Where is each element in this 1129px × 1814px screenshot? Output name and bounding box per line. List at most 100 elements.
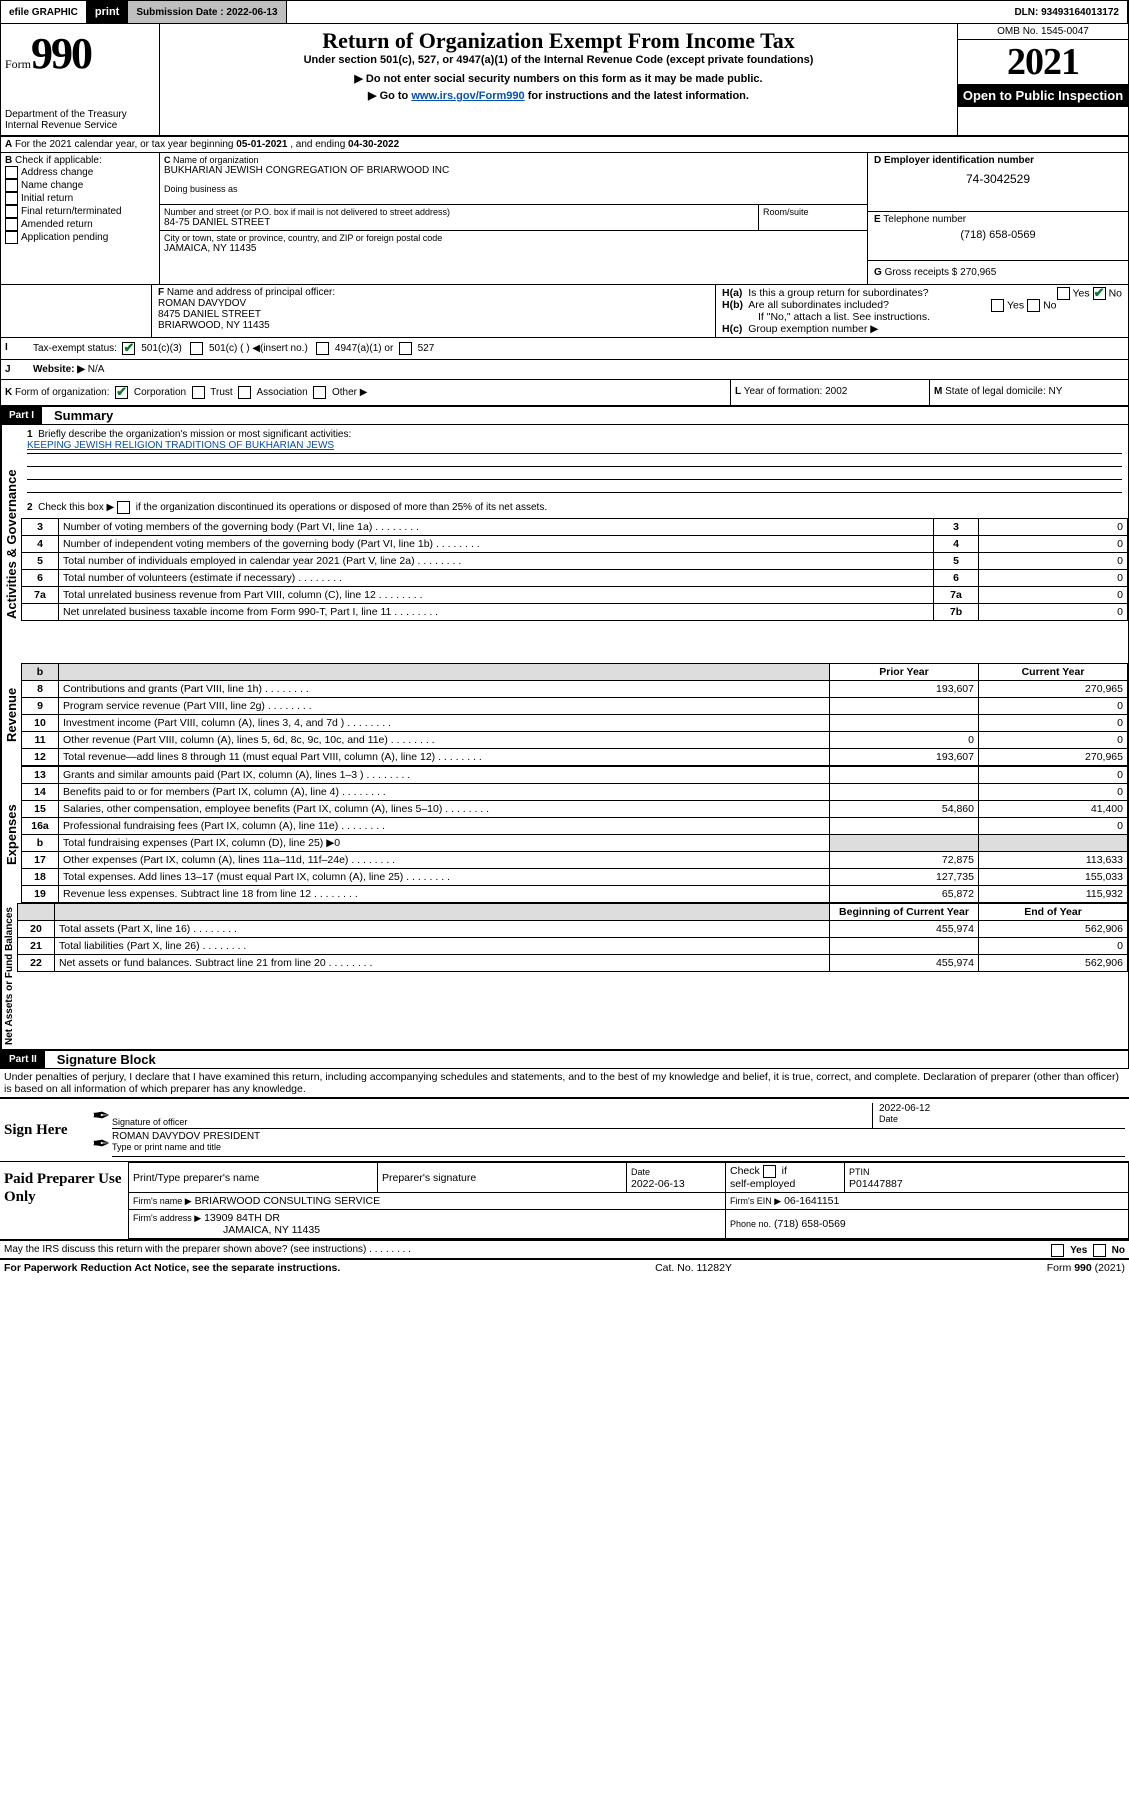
firm-name-l: Firm's name ▶	[133, 1196, 192, 1206]
section-j: J Website: ▶ N/A	[0, 360, 1129, 380]
chk-initial[interactable]	[5, 192, 18, 205]
chk-discontinued[interactable]	[117, 501, 130, 514]
ha-no[interactable]	[1093, 287, 1106, 300]
hb-no[interactable]	[1027, 299, 1040, 312]
hb-yes[interactable]	[991, 299, 1004, 312]
sig-officer-label: Signature of officer	[112, 1103, 873, 1129]
i-c4: 527	[418, 343, 435, 354]
col-py: Prior Year	[830, 664, 979, 681]
section-b: B Check if applicable: Address change Na…	[1, 153, 160, 284]
officer-name: ROMAN DAVYDOV	[158, 298, 709, 309]
chk-amended[interactable]	[5, 218, 18, 231]
mission-text[interactable]: KEEPING JEWISH RELIGION TRADITIONS OF BU…	[27, 440, 334, 451]
year-begin: 05-01-2021	[236, 139, 287, 150]
line-a: A For the 2021 calendar year, or tax yea…	[0, 137, 1129, 152]
may-yes[interactable]	[1051, 1244, 1064, 1257]
year-end: 04-30-2022	[348, 139, 399, 150]
no-text: No	[1109, 287, 1122, 299]
k-assoc: Association	[257, 387, 308, 398]
chk-501c3[interactable]	[122, 342, 135, 355]
part1-label: Part I	[1, 407, 42, 424]
may-text: May the IRS discuss this return with the…	[4, 1244, 366, 1255]
opt-pending: Application pending	[21, 232, 108, 243]
hc-label: Group exemption number ▶	[748, 323, 878, 335]
chk-trust[interactable]	[192, 386, 205, 399]
submission-label: Submission Date :	[136, 7, 223, 18]
footer-right: Form 990 (2021)	[1047, 1262, 1125, 1274]
chk-pending[interactable]	[5, 231, 18, 244]
l-label: Year of formation:	[744, 386, 823, 397]
website: N/A	[88, 364, 105, 375]
officer-addr2: BRIARWOOD, NY 11435	[158, 320, 709, 331]
header-mid: Return of Organization Exempt From Incom…	[160, 24, 957, 135]
h-self: Check ifself-employed	[730, 1165, 795, 1190]
opt-amended: Amended return	[21, 219, 93, 230]
m-label: State of legal domicile:	[945, 386, 1046, 397]
paid-label: Paid Preparer Use Only	[0, 1162, 128, 1239]
chk-501c[interactable]	[190, 342, 203, 355]
part2-label: Part II	[1, 1051, 45, 1068]
chk-address[interactable]	[5, 166, 18, 179]
submission-date: 2022-06-13	[226, 7, 277, 18]
opt-name: Name change	[21, 180, 83, 191]
open-public: Open to Public Inspection	[958, 84, 1128, 107]
chk-corp[interactable]	[115, 386, 128, 399]
tax-year: 2021	[958, 40, 1128, 84]
net-table: Beginning of Current Year End of Year 20…	[17, 903, 1128, 972]
chk-final[interactable]	[5, 205, 18, 218]
hb-label: Are all subordinates included?	[748, 299, 889, 311]
ha-yes[interactable]	[1057, 287, 1070, 300]
header-right: OMB No. 1545-0047 2021 Open to Public In…	[957, 24, 1128, 135]
firm-name: BRIARWOOD CONSULTING SERVICE	[195, 1195, 381, 1207]
org-address: 84-75 DANIEL STREET	[164, 217, 754, 228]
yes-text: Yes	[1073, 287, 1090, 299]
form-sub1: Under section 501(c), 527, or 4947(a)(1)…	[164, 54, 953, 66]
revenue-table: b Prior Year Current Year 8Contributions…	[21, 663, 1128, 766]
dln-label: DLN:	[1014, 7, 1038, 18]
chk-assoc[interactable]	[238, 386, 251, 399]
print-button[interactable]: print	[87, 1, 128, 23]
footer-left: For Paperwork Reduction Act Notice, see …	[4, 1262, 340, 1274]
may-no[interactable]	[1093, 1244, 1106, 1257]
firm-ein: 06-1641151	[784, 1195, 839, 1207]
gov-table: 3Number of voting members of the governi…	[21, 518, 1128, 621]
section-deg: D Employer identification number 74-3042…	[868, 153, 1128, 284]
no-text2: No	[1043, 299, 1056, 311]
f-label: Name and address of principal officer:	[167, 287, 335, 298]
activities-block: Activities & Governance 1 Briefly descri…	[0, 425, 1129, 663]
e-label: Telephone number	[883, 214, 966, 225]
firm-addr-l: Firm's address ▶	[133, 1213, 201, 1223]
dln-cell: DLN: 93493164013172	[1006, 1, 1128, 23]
j-label: Website: ▶	[33, 364, 85, 375]
omb-label: OMB No. 1545-0047	[958, 24, 1128, 40]
addr-label: Number and street (or P.O. box if mail i…	[164, 207, 754, 217]
form-sub2: Do not enter social security numbers on …	[366, 73, 763, 85]
page-footer: For Paperwork Reduction Act Notice, see …	[0, 1260, 1129, 1276]
chk-self[interactable]	[763, 1165, 776, 1178]
paid-preparer-block: Paid Preparer Use Only Print/Type prepar…	[0, 1162, 1129, 1241]
footer-mid: Cat. No. 11282Y	[655, 1262, 732, 1274]
form-link[interactable]: www.irs.gov/Form990	[411, 90, 524, 102]
h-date: Date	[631, 1167, 650, 1177]
expenses-table: 13Grants and similar amounts paid (Part …	[21, 766, 1128, 903]
hb-note: If "No," attach a list. See instructions…	[722, 311, 1122, 323]
g-label: Gross receipts $	[885, 267, 958, 278]
chk-527[interactable]	[399, 342, 412, 355]
opt-initial: Initial return	[21, 193, 73, 204]
section-ij: I Tax-exempt status: 501(c)(3) 501(c) ( …	[0, 338, 1129, 360]
may-discuss: May the IRS discuss this return with the…	[0, 1241, 1129, 1260]
efile-label: efile GRAPHIC	[1, 1, 87, 23]
line-a-text: For the 2021 calendar year, or tax year …	[15, 139, 236, 150]
submission-cell: Submission Date : 2022-06-13	[128, 1, 286, 23]
line-a-mid: , and ending	[290, 139, 348, 150]
opt-address: Address change	[21, 167, 93, 178]
chk-other[interactable]	[313, 386, 326, 399]
chk-name[interactable]	[5, 179, 18, 192]
form-title: Return of Organization Exempt From Incom…	[164, 28, 953, 54]
col-boy: Beginning of Current Year	[830, 904, 979, 921]
chk-4947[interactable]	[316, 342, 329, 355]
col-eoy: End of Year	[979, 904, 1128, 921]
side-activities: Activities & Governance	[1, 425, 21, 663]
dept-label: Department of the Treasury	[5, 109, 155, 120]
k-corp: Corporation	[134, 387, 186, 398]
